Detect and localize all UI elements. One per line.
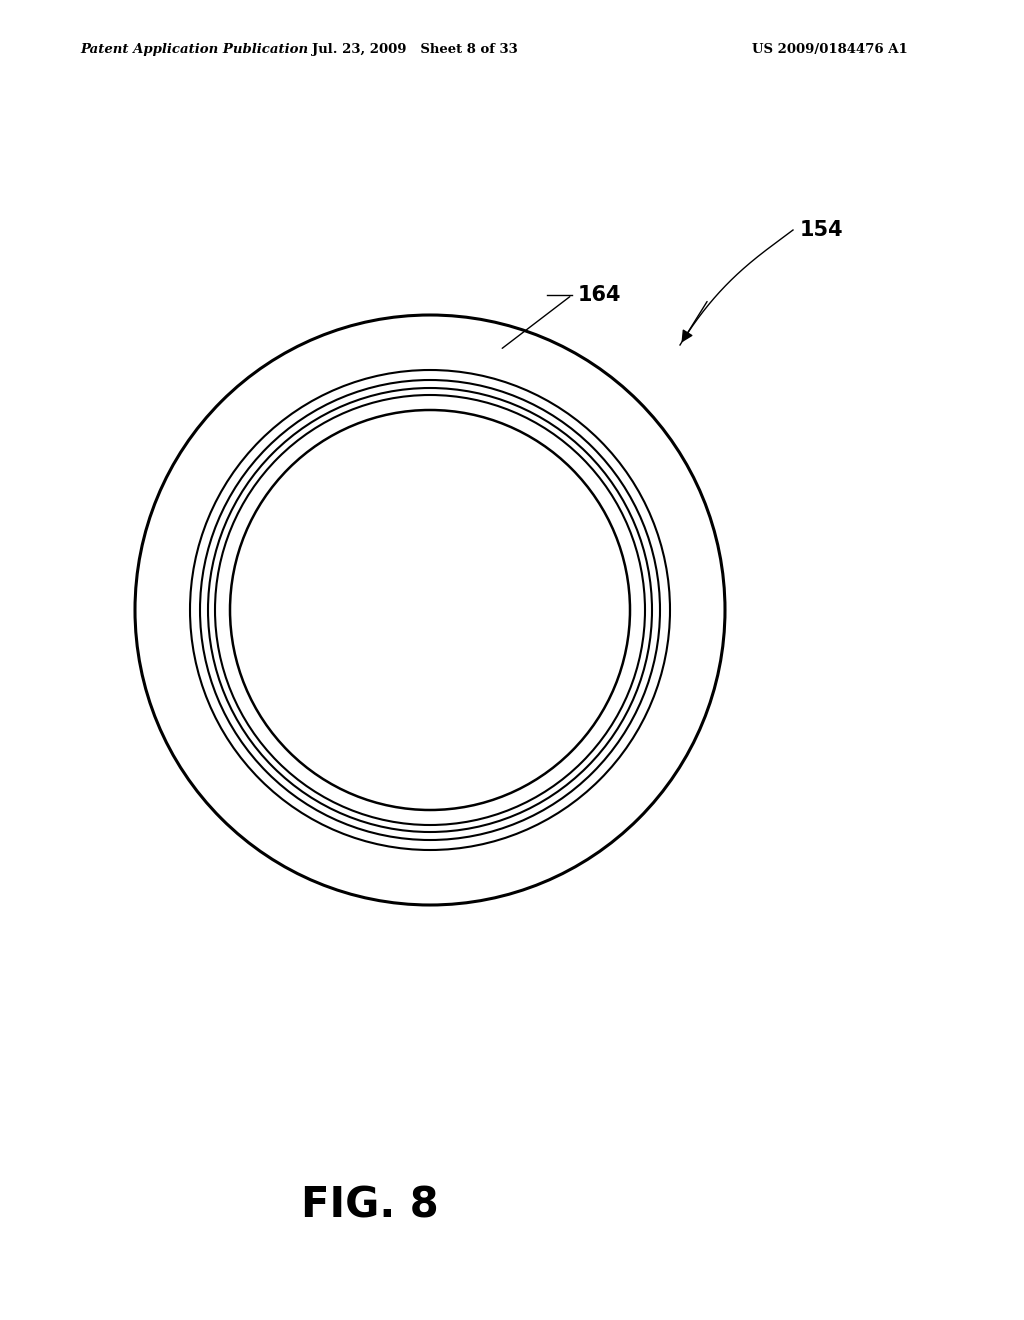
- Text: US 2009/0184476 A1: US 2009/0184476 A1: [752, 44, 908, 57]
- Text: Patent Application Publication: Patent Application Publication: [80, 44, 308, 57]
- Text: FIG. 8: FIG. 8: [301, 1184, 439, 1226]
- Text: 164: 164: [578, 285, 622, 305]
- Text: Jul. 23, 2009   Sheet 8 of 33: Jul. 23, 2009 Sheet 8 of 33: [312, 44, 518, 57]
- Text: 154: 154: [800, 220, 844, 240]
